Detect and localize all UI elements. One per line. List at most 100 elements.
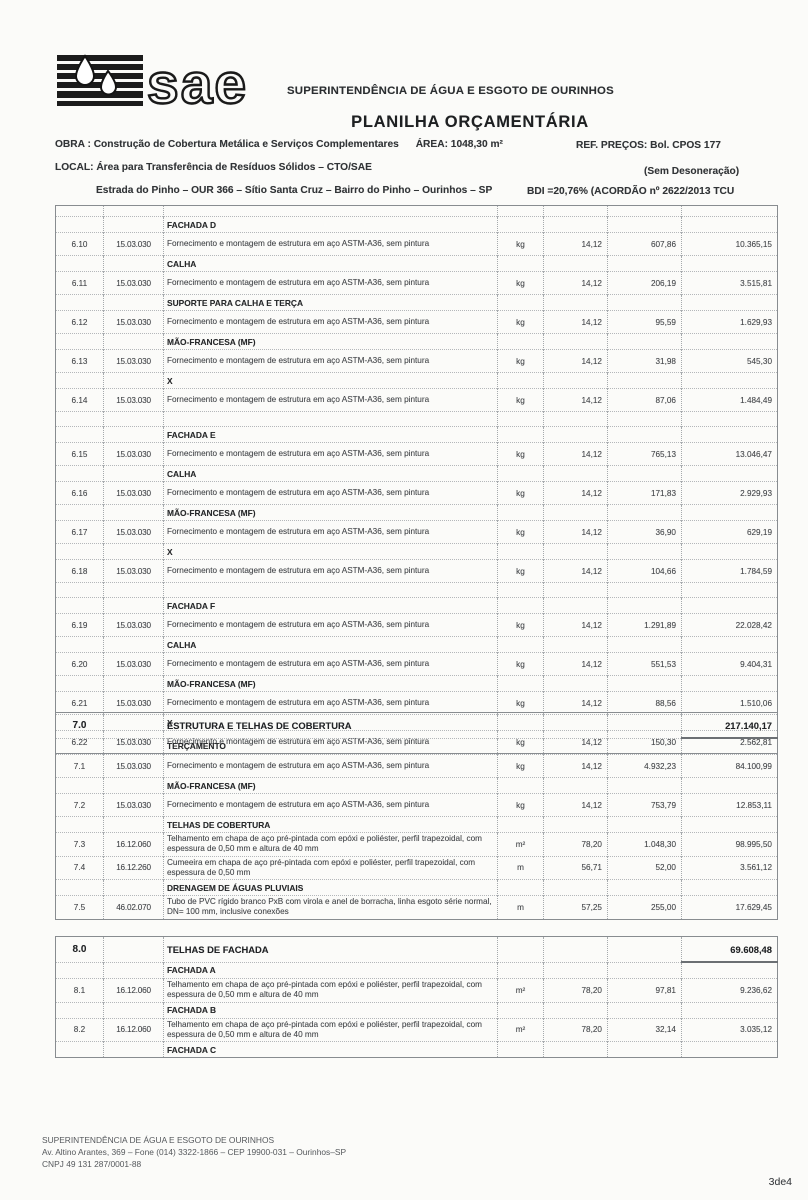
quantity-cell: 255,00	[607, 895, 682, 919]
quantity-cell: 31,98	[607, 349, 682, 373]
item-number-cell: 7.3	[55, 832, 104, 856]
svg-text:sae: sae	[147, 52, 248, 112]
subsection-header-row: FACHADA B	[55, 1001, 778, 1018]
total-cell	[681, 675, 778, 692]
unit-price-cell	[543, 879, 608, 896]
total-cell: 629,19	[681, 520, 778, 544]
total-cell: 545,30	[681, 349, 778, 373]
subsection-header-row: CALHA	[55, 636, 778, 653]
unit-price-cell	[543, 636, 608, 653]
unit-cell: kg	[497, 388, 544, 412]
quantity-cell: 551,53	[607, 652, 682, 676]
quantity-cell	[607, 675, 682, 692]
unit-price-cell	[543, 465, 608, 482]
local-value: Área para Transferência de Resíduos Sóli…	[96, 162, 372, 173]
description-cell: Fornecimento e montagem de estrutura em …	[163, 232, 498, 256]
quantity-cell: 52,00	[607, 855, 682, 880]
description-cell: Fornecimento e montagem de estrutura em …	[163, 310, 498, 334]
service-code-cell	[103, 543, 164, 560]
unit-cell: m²	[497, 1017, 544, 1042]
water-drop-icon	[74, 54, 96, 86]
description-cell: CALHA	[163, 255, 498, 272]
unit-price-cell	[543, 816, 608, 833]
item-number-cell	[55, 1041, 104, 1058]
description-cell: FACHADA A	[163, 961, 498, 979]
unit-cell	[497, 255, 544, 272]
quantity-cell: 1.291,89	[607, 613, 682, 637]
unit-cell: kg	[497, 652, 544, 676]
total-cell	[681, 1041, 778, 1058]
item-number-cell: 6.16	[55, 481, 104, 505]
total-cell	[681, 411, 778, 427]
quantity-cell: 32,14	[607, 1017, 682, 1042]
ref-precos: REF. PREÇOS: Bol. CPOS 177	[576, 140, 721, 151]
item-number-cell	[55, 961, 104, 979]
unit-price-cell	[543, 712, 608, 738]
total-cell: 9.404,31	[681, 652, 778, 676]
quantity-cell	[607, 636, 682, 653]
description-cell: FACHADA E	[163, 426, 498, 443]
item-row: 6.20 15.03.030 Fornecimento e montagem de …	[55, 652, 778, 676]
subsection-header-row: MÃO-FRANCESA (MF)	[55, 777, 778, 794]
item-row: 7.3 16.12.060 Telhamento em chapa de aço p…	[55, 832, 778, 856]
description-cell: FACHADA D	[163, 216, 498, 233]
unit-price-cell	[543, 737, 608, 755]
unit-cell: m²	[497, 978, 544, 1002]
unit-cell	[497, 372, 544, 389]
unit-cell	[497, 504, 544, 521]
service-code-cell	[103, 1001, 164, 1018]
item-number-cell: 6.12	[55, 310, 104, 334]
total-cell	[681, 597, 778, 614]
item-number-cell	[55, 777, 104, 794]
unit-price-cell	[543, 675, 608, 692]
total-cell: 1.510,06	[681, 691, 778, 715]
description-cell: SUPORTE PARA CALHA E TERÇA	[163, 294, 498, 311]
unit-price-cell	[543, 1001, 608, 1018]
obra-value: Construção de Cobertura Metálica e Servi…	[93, 139, 399, 150]
unit-cell: m²	[497, 832, 544, 856]
item-row: 8.2 16.12.060 Telhamento em chapa de aço p…	[55, 1017, 778, 1042]
quantity-cell	[607, 1001, 682, 1018]
quantity-cell: 607,86	[607, 232, 682, 256]
budget-table-block-3: 8.0 TELHAS DE FACHADA 69.608,48 FACHADA A 8.…	[55, 936, 778, 1058]
unit-price-cell: 14,12	[543, 232, 608, 256]
unit-cell: kg	[497, 754, 544, 778]
description-cell: Fornecimento e montagem de estrutura em …	[163, 754, 498, 778]
description-cell: FACHADA C	[163, 1041, 498, 1058]
quantity-cell	[607, 255, 682, 272]
item-number-cell: 7.1	[55, 754, 104, 778]
unit-cell	[497, 411, 544, 427]
quantity-cell: 36,90	[607, 520, 682, 544]
subsection-header-row: TERÇAMENTO	[55, 737, 778, 755]
unit-cell	[497, 961, 544, 979]
item-number-cell	[55, 543, 104, 560]
total-cell	[681, 543, 778, 560]
total-cell	[681, 636, 778, 653]
unit-cell	[497, 543, 544, 560]
water-drop-icon	[99, 69, 118, 96]
sae-logo-graphic: sae	[57, 51, 248, 117]
total-cell	[681, 426, 778, 443]
description-cell: Fornecimento e montagem de estrutura em …	[163, 520, 498, 544]
bdi-note: BDI =20,76% (ACORDÃO nº 2622/2013 TCU	[527, 186, 735, 197]
quantity-cell: 88,56	[607, 691, 682, 715]
item-number-cell: 6.20	[55, 652, 104, 676]
unit-cell	[497, 333, 544, 350]
total-cell: 84.100,99	[681, 754, 778, 778]
footer-address: Av. Altino Arantes, 369 – Fone (014) 332…	[42, 1146, 347, 1157]
item-number-cell: 8.1	[55, 978, 104, 1002]
service-code-cell: 15.03.030	[103, 652, 164, 676]
service-code-cell	[103, 675, 164, 692]
service-code-cell	[103, 205, 164, 217]
total-cell: 1.484,49	[681, 388, 778, 412]
unit-price-cell: 14,12	[543, 310, 608, 334]
service-code-cell: 15.03.030	[103, 349, 164, 373]
service-code-cell: 16.12.260	[103, 855, 164, 880]
total-cell: 1.784,59	[681, 559, 778, 583]
description-cell: Telhamento em chapa de aço pré-pintada c…	[163, 978, 498, 1002]
unit-cell	[497, 737, 544, 755]
quantity-cell	[607, 1041, 682, 1058]
item-row: 6.18 15.03.030 Fornecimento e montagem de …	[55, 559, 778, 583]
unit-cell	[497, 216, 544, 233]
unit-cell: kg	[497, 559, 544, 583]
